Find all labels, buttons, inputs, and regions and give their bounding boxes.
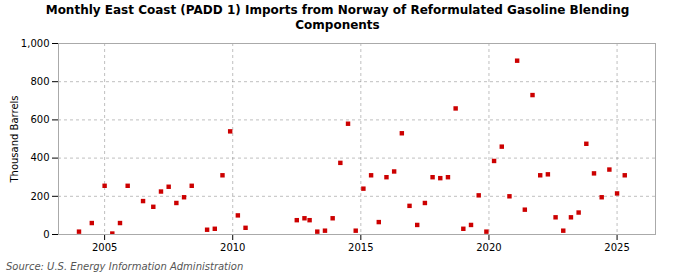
svg-text:800: 800 — [30, 76, 49, 87]
svg-text:200: 200 — [30, 191, 49, 202]
svg-text:0: 0 — [43, 229, 49, 240]
svg-text:1,000: 1,000 — [21, 38, 50, 49]
svg-text:600: 600 — [30, 114, 49, 125]
svg-text:2020: 2020 — [476, 242, 501, 253]
svg-text:Thousand Barrels: Thousand Barrels — [9, 95, 20, 183]
svg-text:2010: 2010 — [220, 242, 245, 253]
html-text:Monthly East Coast (PADD 1) Im: Monthly East Coast (PADD 1) Imports from… — [45, 3, 630, 32]
html-text:Source: U.S. Energy Informatio: Source: U.S. Energy Information Administ… — [6, 261, 244, 272]
svg-text:2015: 2015 — [348, 242, 373, 253]
svg-text:400: 400 — [30, 152, 49, 163]
svg-text:2025: 2025 — [604, 242, 629, 253]
svg-text:2005: 2005 — [92, 242, 117, 253]
